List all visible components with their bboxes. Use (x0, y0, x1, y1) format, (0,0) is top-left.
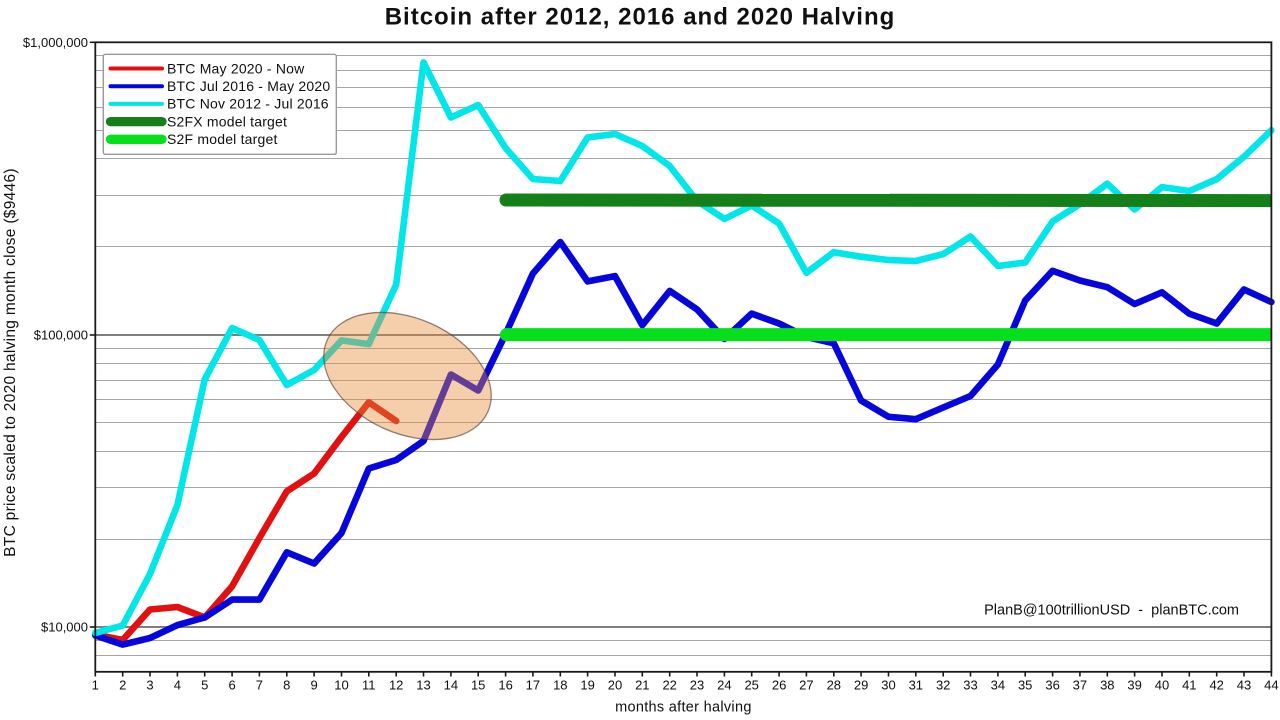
svg-text:14: 14 (444, 678, 458, 693)
svg-text:34: 34 (991, 678, 1005, 693)
svg-text:23: 23 (690, 678, 704, 693)
svg-text:6: 6 (228, 678, 235, 693)
svg-text:37: 37 (1073, 678, 1087, 693)
svg-text:S2F model target: S2F model target (167, 131, 278, 147)
svg-text:13: 13 (416, 678, 430, 693)
svg-text:44: 44 (1264, 678, 1278, 693)
svg-text:22: 22 (662, 678, 676, 693)
svg-text:21: 21 (635, 678, 649, 693)
svg-text:months after halving: months after halving (615, 700, 752, 716)
svg-text:11: 11 (362, 678, 376, 693)
svg-text:PlanB@100trillionUSD - planB: PlanB@100trillionUSD - planBTC.com (984, 603, 1239, 619)
svg-text:31: 31 (909, 678, 923, 693)
svg-text:19: 19 (580, 678, 594, 693)
svg-text:3: 3 (146, 678, 153, 693)
svg-text:10: 10 (334, 678, 348, 693)
svg-text:8: 8 (283, 678, 290, 693)
svg-text:4: 4 (174, 678, 181, 693)
svg-text:30: 30 (881, 678, 895, 693)
svg-text:1: 1 (92, 678, 99, 693)
svg-text:BTC Jul 2016 - May 2020: BTC Jul 2016 - May 2020 (167, 78, 330, 94)
svg-text:BTC May 2020 - Now: BTC May 2020 - Now (167, 60, 305, 76)
svg-text:32: 32 (936, 678, 950, 693)
svg-text:39: 39 (1127, 678, 1141, 693)
svg-text:9: 9 (310, 678, 317, 693)
svg-text:2: 2 (119, 678, 126, 693)
svg-text:5: 5 (201, 678, 208, 693)
svg-text:42: 42 (1209, 678, 1223, 693)
svg-text:40: 40 (1155, 678, 1169, 693)
svg-text:43: 43 (1237, 678, 1251, 693)
svg-text:29: 29 (854, 678, 868, 693)
svg-text:$10,000: $10,000 (41, 620, 88, 635)
svg-text:Bitcoin after 2012, 2016 and 2: Bitcoin after 2012, 2016 and 2020 Halvin… (385, 4, 896, 31)
svg-text:7: 7 (256, 678, 263, 693)
svg-text:24: 24 (717, 678, 731, 693)
svg-text:12: 12 (389, 678, 403, 693)
svg-text:17: 17 (526, 678, 540, 693)
svg-text:41: 41 (1182, 678, 1196, 693)
svg-text:15: 15 (471, 678, 485, 693)
svg-text:35: 35 (1018, 678, 1032, 693)
svg-text:36: 36 (1045, 678, 1059, 693)
svg-text:BTC Nov 2012 - Jul 2016: BTC Nov 2012 - Jul 2016 (167, 96, 329, 112)
svg-text:28: 28 (827, 678, 841, 693)
svg-text:26: 26 (772, 678, 786, 693)
svg-text:16: 16 (498, 678, 512, 693)
svg-text:20: 20 (608, 678, 622, 693)
svg-text:27: 27 (799, 678, 813, 693)
svg-text:S2FX model target: S2FX model target (167, 113, 287, 129)
svg-text:$1,000,000: $1,000,000 (23, 35, 88, 50)
svg-text:18: 18 (553, 678, 567, 693)
svg-text:25: 25 (744, 678, 758, 693)
svg-text:BTC price scaled to 2020 halvi: BTC price scaled to 2020 halving month c… (2, 168, 19, 557)
svg-text:33: 33 (963, 678, 977, 693)
svg-text:$100,000: $100,000 (34, 328, 88, 343)
svg-text:38: 38 (1100, 678, 1114, 693)
